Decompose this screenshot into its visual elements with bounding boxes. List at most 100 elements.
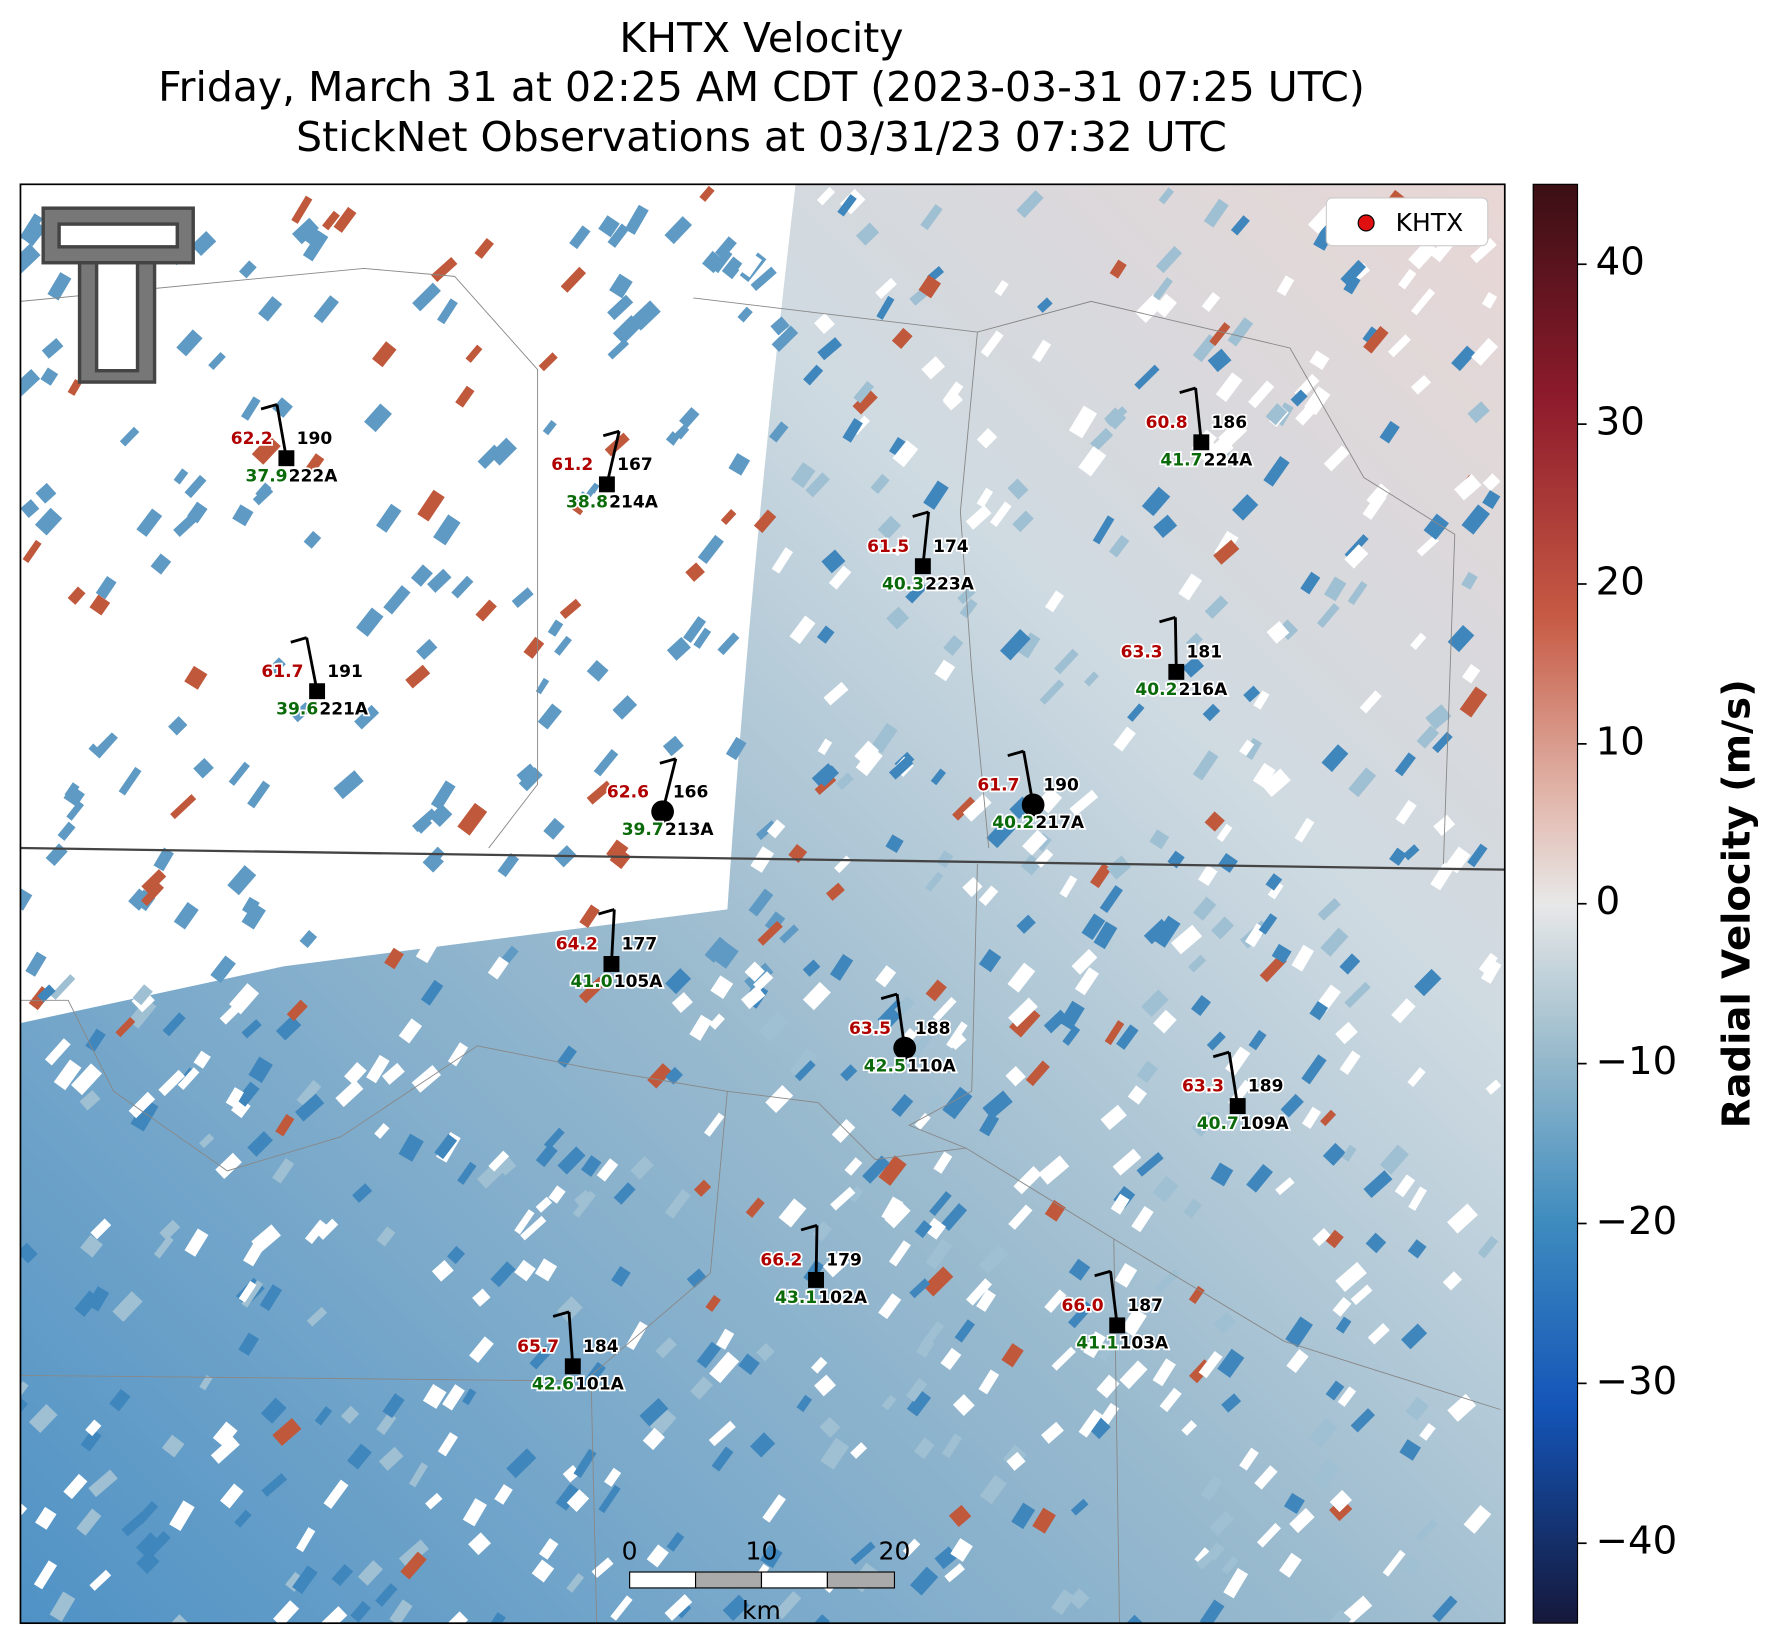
- radar-gate: [610, 1595, 633, 1621]
- radar-gate: [322, 210, 340, 231]
- radar-gate: [932, 996, 957, 1022]
- radar-gate: [1395, 799, 1417, 825]
- radar-gate: [920, 1320, 945, 1349]
- radar-gate: [425, 1492, 443, 1510]
- radar-gate: [1153, 1009, 1177, 1034]
- radar-gate: [41, 337, 64, 359]
- radar-gate: [349, 907, 374, 933]
- station-green-value: 42.6: [532, 1374, 574, 1394]
- map: [20, 184, 1505, 1624]
- radar-gate: [646, 1544, 669, 1568]
- station-red-value: 61.2: [551, 455, 593, 475]
- radar-gate: [1459, 686, 1488, 718]
- radar-gate: [232, 504, 254, 527]
- radar-gate: [518, 767, 543, 792]
- wind-barb: [800, 1224, 818, 1232]
- radar-gate: [225, 1087, 244, 1108]
- radar-texture: [20, 185, 1502, 1624]
- radar-gate: [405, 664, 431, 689]
- radar-gate: [909, 1278, 931, 1299]
- radar-gate: [543, 1127, 565, 1150]
- radar-gate: [112, 1291, 143, 1322]
- radar-gate: [268, 657, 286, 675]
- station-green-value: 40.3: [882, 574, 924, 594]
- radar-gate: [462, 1388, 477, 1406]
- radar-gate: [1248, 380, 1275, 409]
- station-green-value: 42.5: [864, 1056, 906, 1076]
- radar-gate: [542, 420, 557, 436]
- radar-gate: [420, 979, 444, 1006]
- radar-gate: [141, 882, 164, 907]
- radar-gate: [1188, 1285, 1205, 1304]
- radar-gate: [802, 959, 821, 977]
- radar-gate: [477, 444, 502, 470]
- radar-gate: [1317, 898, 1341, 921]
- radar-gate: [66, 800, 85, 821]
- station-green-value: 38.8: [566, 493, 608, 513]
- legend-label: KHTX: [1396, 208, 1464, 237]
- radar-gate: [1267, 881, 1284, 900]
- radar-gate: [1320, 927, 1349, 957]
- radar-gate: [1016, 914, 1036, 934]
- radar-gate: [888, 756, 914, 780]
- radar-gate: [72, 557, 97, 585]
- radar-gate: [184, 474, 207, 499]
- radar-gate: [556, 1296, 583, 1323]
- radar-gate: [1320, 1109, 1337, 1127]
- radar-gate: [930, 768, 946, 786]
- radar-gate: [431, 1260, 454, 1282]
- radar-gate: [255, 482, 272, 500]
- radar-gate: [1202, 703, 1221, 722]
- radar-gate: [1131, 1206, 1154, 1233]
- radar-gate: [566, 1572, 585, 1593]
- radar-gate: [944, 1563, 965, 1583]
- radar-gate: [357, 1560, 383, 1586]
- station-direction: 190: [297, 429, 333, 449]
- radar-gate: [470, 651, 490, 671]
- radar-gate: [604, 1467, 622, 1487]
- radar-gate: [1416, 725, 1439, 749]
- radar-gate: [914, 1112, 931, 1130]
- radar-gate: [847, 1185, 864, 1203]
- stations: 62.2 190 37.9 222A 61.2 167 38.8 214A 60.8 186 41.…: [229, 386, 1291, 1396]
- radar-gate: [1271, 943, 1292, 964]
- radar-gate: [1329, 1489, 1352, 1513]
- radar-gate: [764, 911, 786, 933]
- radar-gate: [1467, 843, 1488, 868]
- radar-gate: [978, 1369, 1000, 1395]
- station-green-value: 39.6: [276, 699, 318, 719]
- radar-gate: [942, 381, 964, 406]
- radar-gate: [1265, 873, 1283, 891]
- radar-gate: [1367, 1323, 1390, 1345]
- radar-gate: [1217, 1348, 1245, 1378]
- radar-gate: [475, 599, 497, 622]
- radar-gate: [538, 1538, 559, 1560]
- radar-gate: [753, 971, 774, 991]
- radar-gate: [1032, 1507, 1056, 1534]
- radar-gate: [1159, 1387, 1182, 1413]
- radar-gate: [759, 1544, 783, 1569]
- radar-gate: [569, 225, 591, 250]
- radar-gate: [586, 780, 613, 805]
- radar-gate: [664, 1594, 693, 1621]
- radar-gate: [664, 410, 688, 434]
- radar-gate: [364, 403, 392, 433]
- radar-gate: [771, 547, 794, 574]
- radar-gate: [1445, 846, 1471, 874]
- radar-gate: [1454, 473, 1482, 501]
- radar-gate: [796, 1394, 813, 1413]
- radar-gate: [1213, 1311, 1236, 1334]
- radar-gate: [1408, 1186, 1427, 1211]
- radar-gate: [241, 902, 266, 930]
- station-direction: 190: [1043, 776, 1079, 796]
- radar-gate: [666, 1531, 685, 1552]
- radar-gate: [1007, 962, 1036, 993]
- radar-gate: [750, 1432, 776, 1458]
- radar-gate: [433, 514, 461, 546]
- radar-gate: [193, 757, 214, 779]
- radar-gate: [1482, 473, 1501, 492]
- radar-gate: [878, 1293, 902, 1320]
- radar-gate: [630, 1155, 654, 1180]
- radar-gate: [1337, 1386, 1357, 1407]
